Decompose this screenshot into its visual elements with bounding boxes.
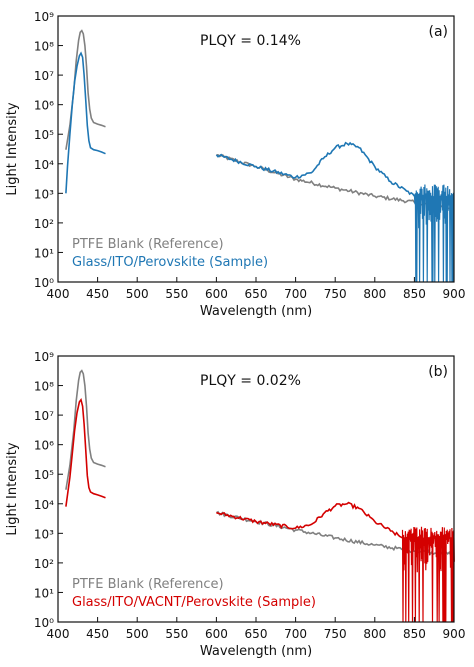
y-axis-title: Light Intensity [5, 102, 20, 195]
x-tick-label: 600 [205, 627, 228, 641]
y-tick-label: 10² [34, 557, 54, 571]
y-tick-label: 10⁴ [34, 158, 54, 172]
legend-entry-1: PTFE Blank (Reference) [72, 237, 224, 252]
y-tick-label: 10² [34, 217, 54, 231]
x-tick-label: 650 [245, 627, 268, 641]
series-2-line-segment-2 [216, 501, 403, 539]
y-tick-label: 10⁴ [34, 498, 54, 512]
x-tick-label: 850 [403, 627, 426, 641]
panel-label: (a) [428, 24, 448, 40]
x-tick-label: 900 [443, 287, 466, 301]
legend-entry-1: PTFE Blank (Reference) [72, 577, 224, 592]
x-tick-label: 450 [86, 627, 109, 641]
y-tick-label: 10⁷ [34, 409, 54, 423]
series-2-noise [413, 184, 455, 283]
y-tick-label: 10⁶ [34, 439, 54, 453]
x-tick-label: 750 [324, 627, 347, 641]
y-tick-label: 10⁵ [34, 128, 54, 142]
legend-entry-2: Glass/ITO/VACNT/Perovskite (Sample) [72, 595, 316, 610]
x-axis-title: Wavelength (nm) [200, 644, 312, 659]
x-tick-label: 700 [284, 287, 307, 301]
series-2-noise [401, 526, 455, 623]
x-tick-label: 850 [403, 287, 426, 301]
y-axis-title: Light Intensity [5, 442, 20, 535]
x-tick-label: 600 [205, 287, 228, 301]
x-tick-label: 550 [165, 287, 188, 301]
x-tick-label: 400 [47, 287, 70, 301]
plqy-annotation: PLQY = 0.14% [200, 33, 301, 49]
x-tick-label: 650 [245, 287, 268, 301]
chart-panel-2: 400 450 500 550 600 650 700 750 800 850 900 10⁰ 10¹ 1… [5, 350, 465, 659]
series-2-line-segment-1 [65, 397, 106, 507]
y-tick-label: 10³ [34, 527, 54, 541]
y-tick-label: 10⁵ [34, 468, 54, 482]
plqy-annotation: PLQY = 0.02% [200, 373, 301, 389]
x-tick-label: 450 [86, 287, 109, 301]
y-tick-label: 10⁹ [34, 350, 54, 364]
legend-entry-2: Glass/ITO/Perovskite (Sample) [72, 255, 268, 270]
panel-label: (b) [428, 364, 448, 380]
x-tick-label: 750 [324, 287, 347, 301]
x-tick-label: 900 [443, 627, 466, 641]
y-tick-label: 10⁰ [34, 276, 54, 290]
y-tick-label: 10⁷ [34, 69, 54, 83]
x-tick-label: 700 [284, 627, 307, 641]
y-tick-label: 10¹ [34, 586, 54, 600]
x-tick-label: 800 [363, 627, 386, 641]
x-tick-label: 500 [126, 627, 149, 641]
y-tick-label: 10⁰ [34, 616, 54, 630]
y-tick-label: 10⁸ [34, 40, 54, 54]
x-tick-label: 800 [363, 287, 386, 301]
series-1-line-segment-1 [65, 29, 106, 150]
y-tick-label: 10⁹ [34, 10, 54, 24]
x-tick-label: 500 [126, 287, 149, 301]
chart-panel-1: 400 450 500 550 600 650 700 750 800 850 900 10⁰ 10¹ 1… [5, 10, 465, 319]
y-tick-label: 10⁶ [34, 99, 54, 113]
x-tick-label: 550 [165, 627, 188, 641]
x-axis-title: Wavelength (nm) [200, 304, 312, 319]
series-2-line-segment-1 [65, 51, 106, 194]
y-tick-label: 10⁸ [34, 380, 54, 394]
y-tick-label: 10³ [34, 187, 54, 201]
x-tick-label: 400 [47, 627, 70, 641]
series-2-line-segment-2 [215, 141, 416, 197]
y-tick-label: 10¹ [34, 246, 54, 260]
series-1-line-segment-1 [65, 369, 106, 490]
